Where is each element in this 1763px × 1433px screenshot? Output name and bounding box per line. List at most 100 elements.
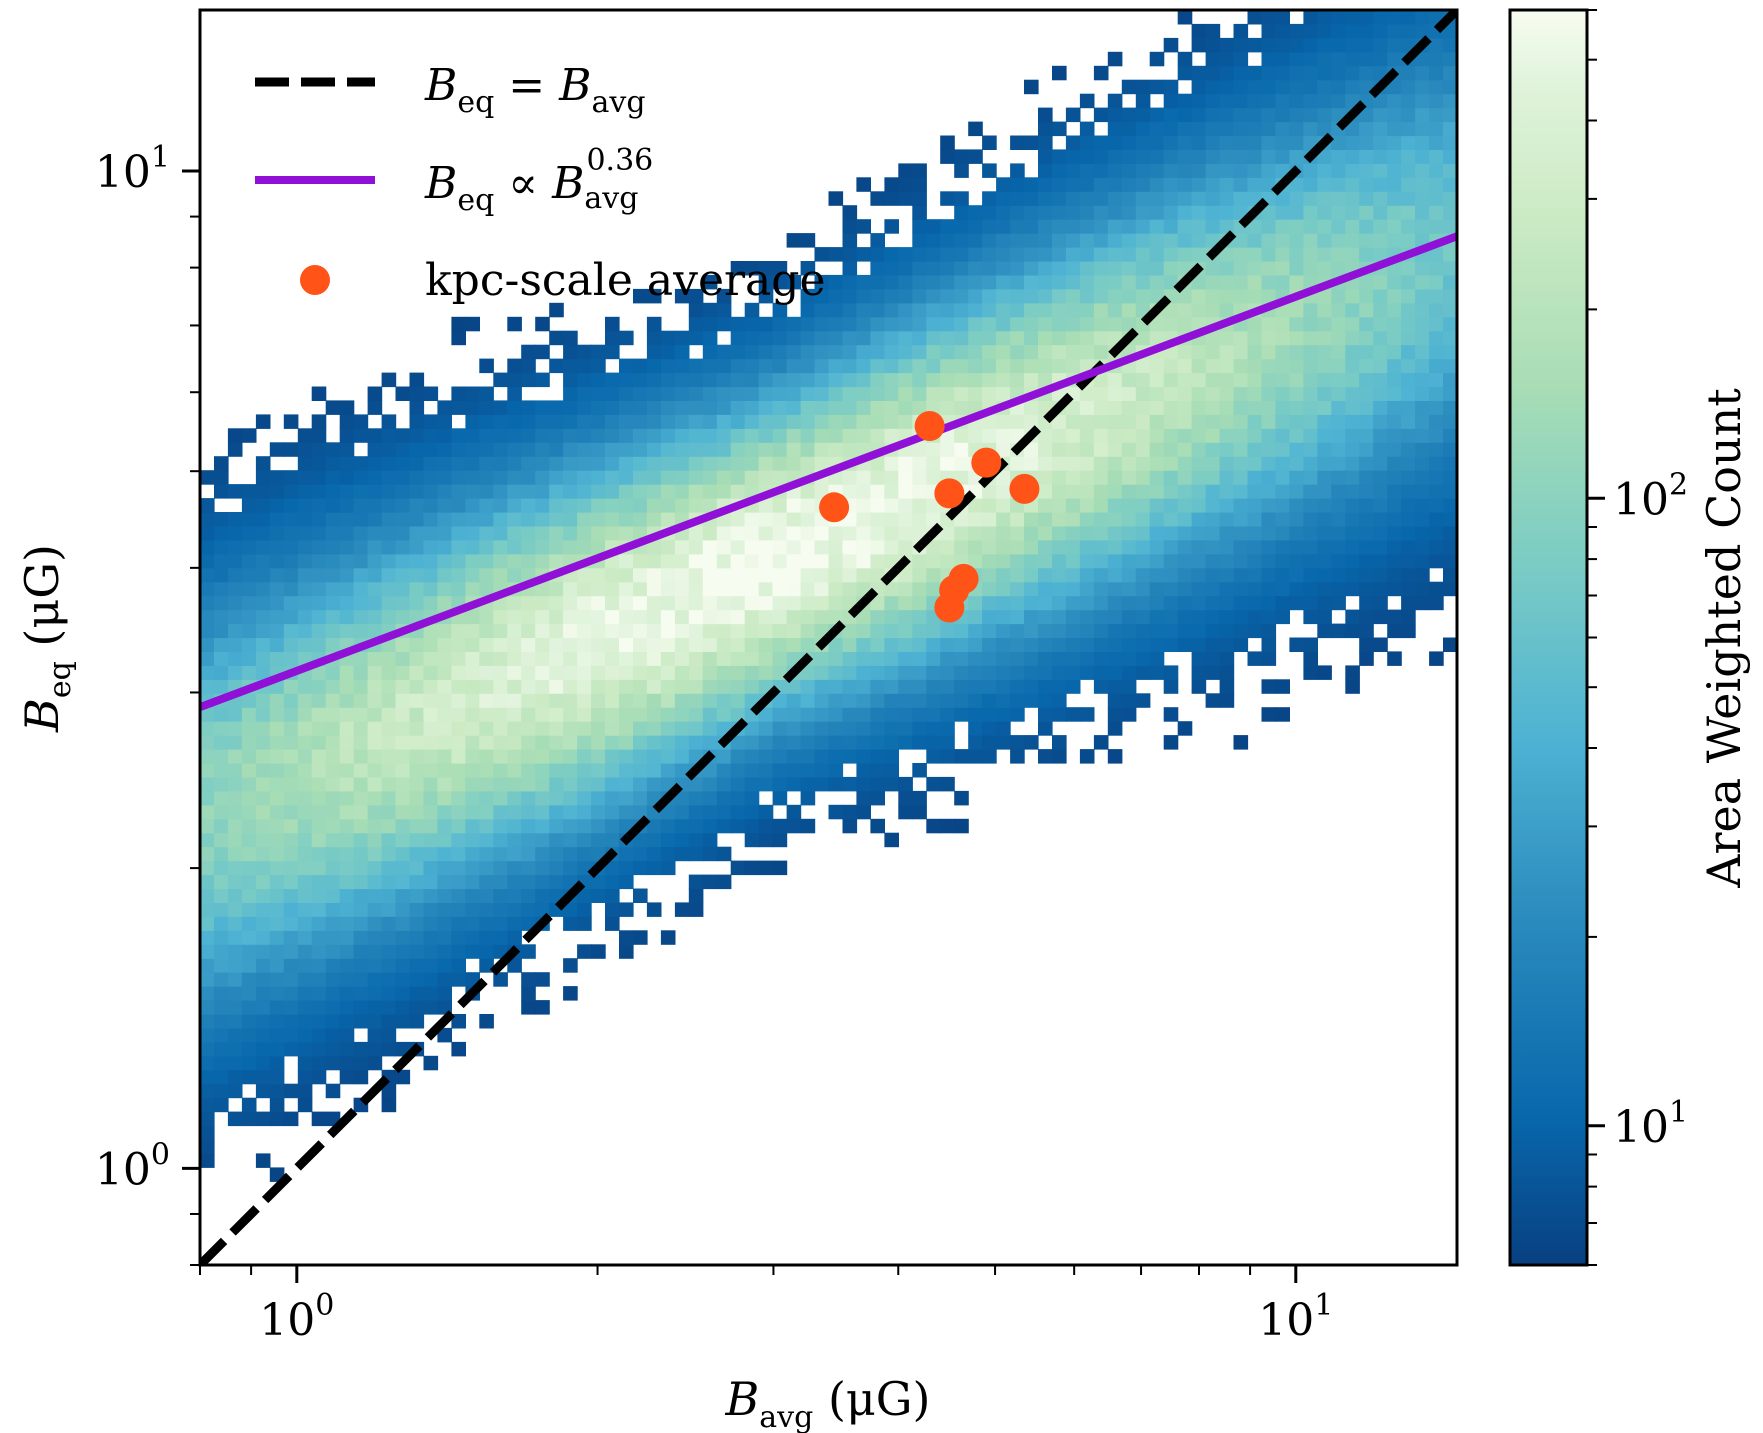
heatmap-cell: [1303, 470, 1318, 485]
heatmap-cell: [1345, 233, 1360, 248]
heatmap-cell: [200, 609, 215, 625]
heatmap-cell: [353, 721, 369, 736]
heatmap-cell: [521, 344, 536, 360]
heatmap-cell: [1205, 693, 1221, 708]
heatmap-cell: [605, 679, 620, 694]
heatmap-cell: [479, 442, 494, 457]
heatmap-cell: [1429, 274, 1444, 290]
heatmap-cell: [1093, 567, 1109, 583]
heatmap-cell: [968, 274, 983, 290]
heatmap-cell: [297, 539, 313, 555]
heatmap-cell: [200, 637, 215, 652]
heatmap-cell: [1010, 609, 1025, 625]
heatmap-cell: [884, 330, 899, 346]
heatmap-cell: [1331, 135, 1346, 150]
heatmap-cell: [1024, 219, 1039, 234]
heatmap-cell: [423, 707, 439, 722]
heatmap-cell: [1373, 414, 1388, 429]
heatmap-cell: [1205, 512, 1221, 527]
heatmap-cell: [200, 749, 215, 764]
heatmap-cell: [1107, 581, 1123, 597]
heatmap-cell: [1093, 595, 1109, 611]
heatmap-cell: [912, 288, 927, 304]
heatmap-cell: [1373, 107, 1388, 123]
heatmap-cell: [1415, 470, 1430, 485]
heatmap-cell: [646, 651, 662, 666]
heatmap-cell: [214, 567, 229, 583]
heatmap-cell: [409, 735, 425, 750]
heatmap-cell: [1149, 567, 1165, 583]
heatmap-cell: [1052, 121, 1067, 137]
heatmap-cell: [982, 595, 997, 611]
heatmap-cell: [1233, 23, 1249, 39]
heatmap-cell: [982, 498, 997, 513]
heatmap-cell: [1107, 247, 1123, 262]
heatmap-cell: [367, 707, 383, 722]
heatmap-cell: [1024, 79, 1039, 95]
heatmap-cell: [311, 581, 327, 597]
heatmap-cell: [563, 693, 578, 708]
heatmap-cell: [549, 763, 564, 778]
heatmap-cell: [493, 790, 508, 806]
heatmap-cell: [1205, 484, 1221, 499]
heatmap-cell: [200, 735, 215, 750]
heatmap-cell: [283, 623, 299, 639]
heatmap-cell: [1247, 428, 1263, 443]
heatmap-cell: [1415, 344, 1430, 360]
heatmap-cell: [227, 1000, 243, 1015]
heatmap-cell: [842, 205, 858, 220]
heatmap-cell: [898, 316, 913, 332]
heatmap-cell: [1038, 679, 1053, 694]
heatmap-cell: [1163, 539, 1179, 555]
heatmap-cell: [842, 344, 858, 360]
heatmap-cell: [605, 860, 620, 876]
heatmap-cell: [1443, 274, 1457, 290]
heatmap-cell: [1247, 539, 1263, 555]
heatmap-cell: [1107, 177, 1123, 192]
heatmap-cell: [716, 707, 732, 722]
heatmap-cell: [507, 818, 522, 834]
heatmap-cell: [996, 512, 1011, 527]
heatmap-cell: [1191, 302, 1207, 318]
heatmap-cell: [255, 567, 271, 583]
heatmap-cell: [479, 1014, 494, 1029]
heatmap-cell: [730, 581, 746, 597]
heatmap-cell: [577, 595, 592, 611]
heatmap-cell: [1024, 205, 1039, 220]
heatmap-cell: [1303, 205, 1318, 220]
heatmap-cell: [1233, 637, 1249, 652]
heatmap-cell: [1415, 553, 1430, 569]
heatmap-cell: [591, 414, 606, 429]
heatmap-cell: [1415, 484, 1430, 499]
heatmap-cell: [1010, 302, 1025, 318]
heatmap-cell: [493, 484, 508, 499]
heatmap-cell: [758, 470, 774, 485]
heatmap-cell: [423, 386, 439, 401]
heatmap-cell: [367, 749, 383, 764]
heatmap-cell: [1345, 372, 1360, 388]
heatmap-cell: [437, 637, 452, 652]
heatmap-cell: [1121, 372, 1137, 388]
heatmap-cell: [884, 679, 899, 694]
heatmap-cell: [381, 888, 397, 903]
heatmap-cell: [842, 261, 858, 276]
heatmap-cell: [716, 679, 732, 694]
heatmap-cell: [1359, 414, 1374, 429]
heatmap-cell: [395, 888, 411, 903]
heatmap-cell: [395, 902, 411, 917]
heatmap-cell: [1415, 93, 1430, 109]
heatmap-cell: [856, 358, 871, 374]
heatmap-cell: [926, 721, 941, 736]
heatmap-cell: [591, 637, 606, 652]
heatmap-cell: [1359, 595, 1374, 611]
heatmap-cell: [269, 512, 285, 527]
heatmap-cell: [1052, 149, 1067, 164]
heatmap-cell: [1387, 233, 1402, 248]
heatmap-cell: [758, 832, 774, 848]
heatmap-cell: [940, 456, 955, 471]
heatmap-cell: [772, 693, 788, 708]
heatmap-cell: [884, 539, 899, 555]
heatmap-cell: [1303, 595, 1318, 611]
heatmap-cell: [1107, 93, 1123, 109]
heatmap-cell: [1429, 261, 1444, 276]
